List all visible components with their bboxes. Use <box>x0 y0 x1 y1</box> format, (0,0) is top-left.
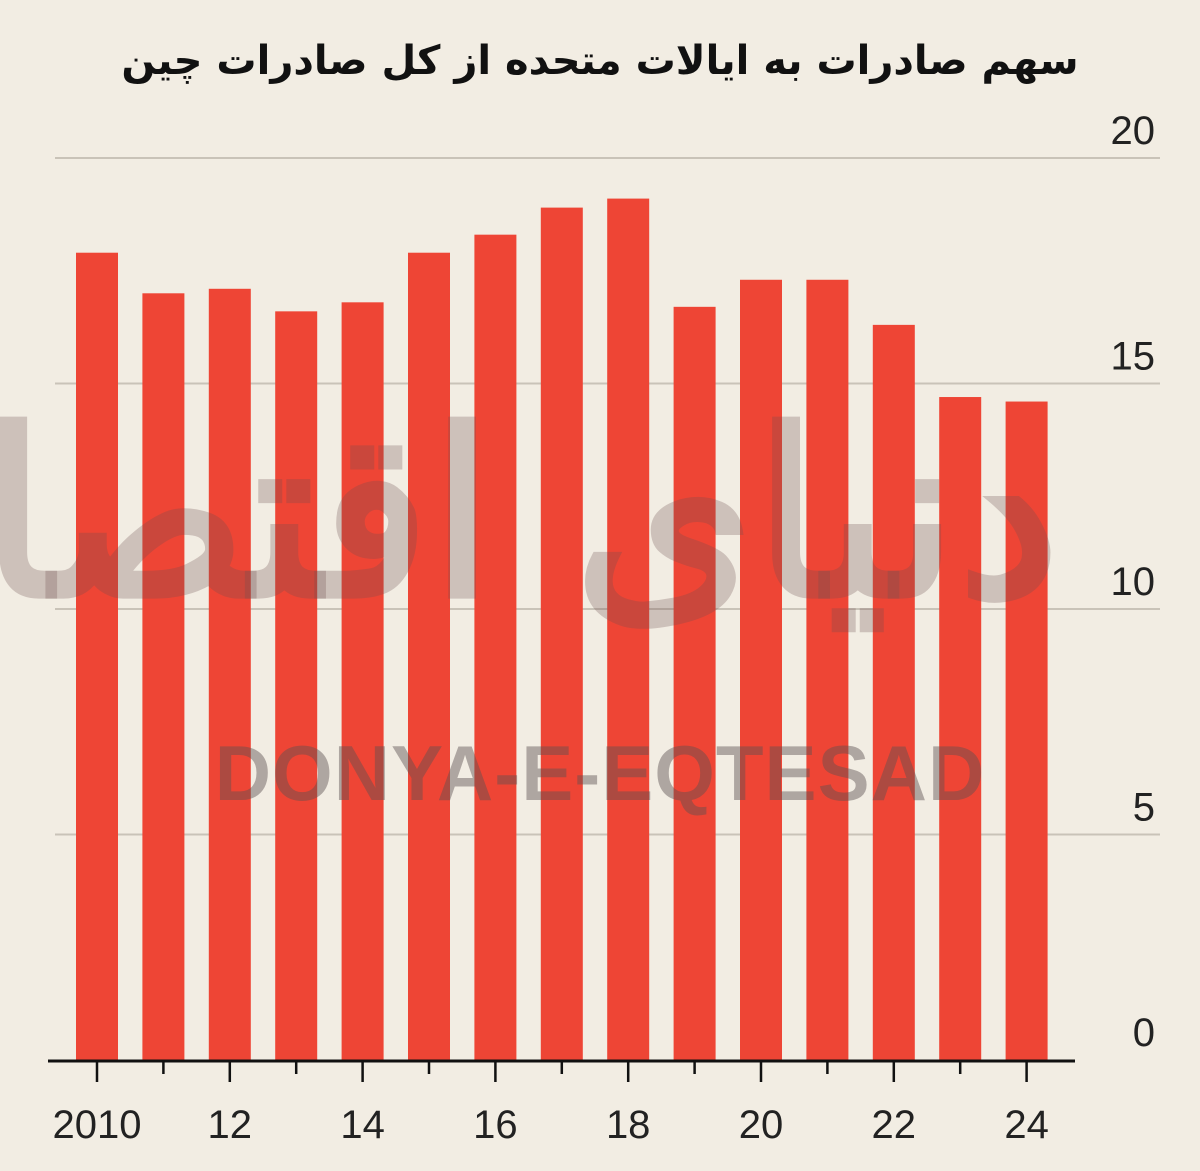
x-tick-label-12: 12 <box>208 1103 253 1147</box>
watermark-english: DONYA-E-EQTESAD <box>214 729 986 817</box>
x-tick-label-20: 20 <box>739 1103 784 1147</box>
bar-2021 <box>806 279 849 1060</box>
bar-2023 <box>939 397 982 1060</box>
y-tick-label-20: 20 <box>1111 109 1156 153</box>
bar-2017 <box>540 207 583 1061</box>
bar-2014 <box>341 302 384 1060</box>
bar-2016 <box>474 234 517 1061</box>
chart-title: سهم صادرات به ایالات متحده از کل صادرات … <box>121 38 1079 84</box>
y-tick-label-10: 10 <box>1111 560 1156 604</box>
y-tick-label-15: 15 <box>1111 335 1156 379</box>
bar-2020 <box>740 279 782 1060</box>
watermark-persian: دنیای اقتصاد <box>0 380 1060 650</box>
bar-2015 <box>408 252 450 1060</box>
bar-2019 <box>673 306 716 1061</box>
x-tick-label-22: 22 <box>872 1103 917 1147</box>
bar-2024 <box>1005 401 1048 1060</box>
bar-2013 <box>275 311 318 1061</box>
bar-2011 <box>142 293 185 1060</box>
x-tick-label-18: 18 <box>606 1103 651 1147</box>
x-tick-label-2010: 2010 <box>53 1103 142 1147</box>
y-tick-label-0: 0 <box>1133 1011 1155 1055</box>
bar-2018 <box>607 198 650 1061</box>
x-tick-label-16: 16 <box>473 1103 518 1147</box>
bars <box>76 198 1048 1061</box>
bar-2022 <box>872 324 915 1060</box>
x-tick-label-24: 24 <box>1004 1103 1049 1147</box>
y-tick-labels: 0 5 10 15 20 <box>1111 109 1156 1055</box>
y-tick-label-5: 5 <box>1133 786 1155 830</box>
x-axis: 2010 12 14 16 18 20 22 24 <box>48 1059 1075 1147</box>
bar-2010 <box>76 252 118 1060</box>
x-tick-label-14: 14 <box>340 1103 385 1147</box>
bar-2012 <box>208 288 251 1060</box>
